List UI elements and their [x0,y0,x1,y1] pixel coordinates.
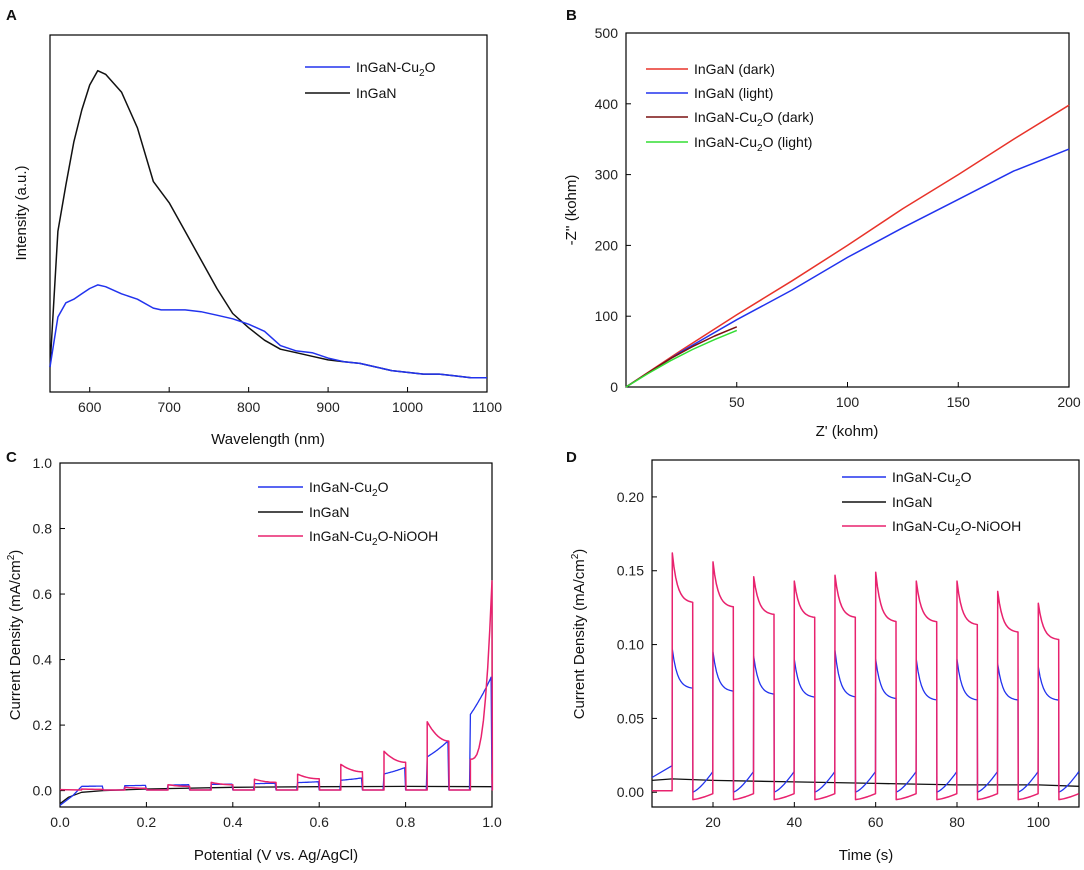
x-axis-label-d: Time (s) [839,847,893,864]
legend-label-d-1: InGaN-Cu2O [892,469,972,489]
panel-label-d: D [566,449,577,466]
x-tick-label-b-3: 200 [1057,394,1081,410]
x-tick-label-c-1: 0.2 [137,814,157,830]
plot-frame-a [49,34,488,393]
legend-c: InGaN-Cu2O InGaN InGaN-Cu2O-NiOOH [258,479,438,548]
y-tick-label-c-3: 0.6 [33,586,53,602]
x-tick-label-c-0: 0.0 [50,814,70,830]
x-tick-label-c-3: 0.6 [309,814,329,830]
y-tick-label-d-1: 0.05 [617,710,644,726]
y-tick-label-c-0: 0.0 [33,783,53,799]
legend-label-d-2: InGaN [892,494,932,510]
x-tick-label-c-4: 0.8 [396,814,416,830]
x-tick-label-a-4: 1000 [392,399,423,415]
legend-a: InGaN-Cu2O InGaN [305,59,436,101]
legend-label-b-3: InGaN-Cu2O (dark) [694,109,814,129]
panel-d: D 20 40 60 80 100 0.00 0.05 0.10 0.15 0.20 Time (… [566,449,1080,864]
plot-frame-b [625,32,1070,388]
x-tick-label-a-2: 800 [237,399,261,415]
series-line-a-0 [49,284,487,379]
y-axis-label-b: -Z'' (kohm) [563,175,580,246]
y-axis-label-a: Intensity (a.u.) [13,165,30,260]
series-line-b-0 [625,104,1070,388]
y-tick-label-d-2: 0.10 [617,637,644,653]
legend-label-a-2: InGaN [356,85,396,101]
y-tick-label-d-0: 0.00 [617,784,644,800]
series-line-c-2 [59,580,494,791]
x-tick-label-d-3: 80 [949,814,965,830]
y-tick-label-b-3: 300 [595,167,619,183]
x-tick-label-d-2: 60 [868,814,884,830]
series-line-d-1 [651,778,1080,787]
x-tick-label-c-5: 1.0 [482,814,502,830]
y-axis-label-d: Current Density (mA/cm2) [570,549,588,720]
x-tick-label-a-3: 900 [316,399,340,415]
series-line-d-2 [652,552,1080,801]
y-tick-label-d-3: 0.15 [617,563,644,579]
series-line-b-1 [625,148,1070,388]
legend-label-a-1: InGaN-Cu2O [356,59,436,79]
series-line-b-2 [625,326,738,388]
x-axis-label-a: Wavelength (nm) [211,431,325,448]
x-tick-label-d-4: 100 [1027,814,1051,830]
legend-label-d-3: InGaN-Cu2O-NiOOH [892,518,1021,538]
x-tick-label-c-2: 0.4 [223,814,243,830]
legend-label-c-2: InGaN [309,504,349,520]
y-axis-label-c: Current Density (mA/cm2) [6,550,24,721]
y-tick-label-c-1: 0.2 [33,717,53,733]
panel-a: A 600 700 800 900 1000 1100 Wavelength (nm) I… [6,7,502,448]
y-tick-label-d-4: 0.20 [617,489,644,505]
y-tick-label-b-4: 400 [595,96,619,112]
x-axis-label-c: Potential (V vs. Ag/AgCl) [194,847,358,864]
x-tick-label-d-0: 20 [705,814,721,830]
panel-label-c: C [6,449,17,466]
x-axis-label-b: Z' (kohm) [816,423,879,440]
legend-d: InGaN-Cu2O InGaN InGaN-Cu2O-NiOOH [842,469,1021,538]
legend-label-b-4: InGaN-Cu2O (light) [694,134,812,154]
x-tick-label-b-0: 50 [729,394,745,410]
panel-c: C 0.0 0.2 0.4 0.6 0.8 1.0 0.0 0.2 0.4 0.6 0.8 1.0 P… [6,449,502,864]
series-line-d-0 [651,648,1080,793]
x-tick-label-a-0: 600 [78,399,102,415]
legend-b: InGaN (dark) InGaN (light) InGaN-Cu2O (d… [646,61,814,154]
legend-label-c-1: InGaN-Cu2O [309,479,389,499]
x-tick-label-b-1: 100 [836,394,860,410]
y-tick-label-b-1: 100 [595,308,619,324]
y-tick-label-b-2: 200 [595,237,619,253]
legend-label-c-3: InGaN-Cu2O-NiOOH [309,528,438,548]
plot-frame-d [651,459,1080,808]
y-tick-label-c-5: 1.0 [33,455,53,471]
series-line-a-1 [49,69,487,379]
y-tick-label-c-4: 0.8 [33,521,53,537]
y-tick-label-b-5: 500 [595,25,619,41]
legend-label-b-1: InGaN (dark) [694,61,775,77]
y-tick-label-c-2: 0.4 [33,652,53,668]
x-tick-label-a-5: 1100 [472,399,502,415]
x-tick-label-d-1: 40 [787,814,803,830]
y-tick-label-b-0: 0 [610,379,618,395]
panel-label-a: A [6,7,17,24]
legend-label-b-2: InGaN (light) [694,85,773,101]
panel-label-b: B [566,7,577,24]
x-tick-label-a-1: 700 [158,399,182,415]
series-line-b-3 [625,329,738,388]
x-tick-label-b-2: 150 [947,394,971,410]
